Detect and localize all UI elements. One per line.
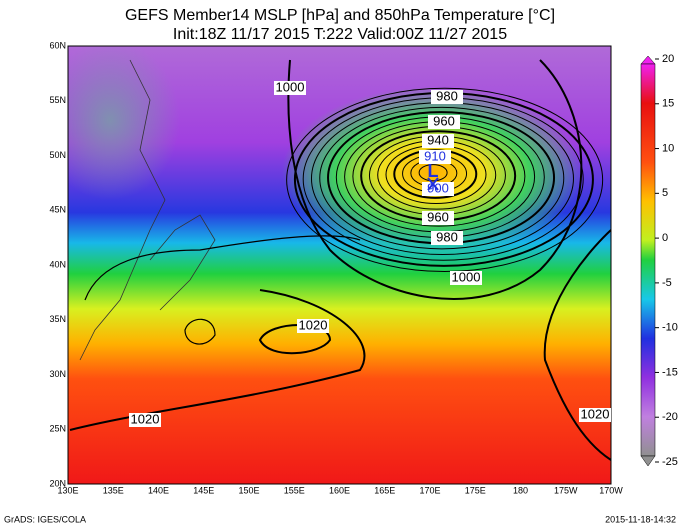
footer-left: GrADS: IGES/COLA (4, 514, 86, 524)
lon-label: 140E (148, 485, 169, 495)
contour-label: 960 (433, 113, 455, 128)
colorbar-label: 0 (662, 232, 668, 244)
colorbar (640, 63, 656, 457)
contour-label-bg (422, 134, 454, 148)
colorbar-label: 5 (662, 187, 668, 199)
contour-label: 980 (436, 229, 458, 244)
lon-label: 145E (193, 485, 214, 495)
footer-right: 2015-11-18-14:32 (605, 514, 676, 524)
lon-label: 155E (284, 485, 305, 495)
isobar (319, 106, 565, 250)
colorbar-label: -10 (662, 322, 678, 334)
contour-label-bg (297, 319, 329, 333)
contour-label-bg (579, 408, 611, 422)
contour-label: 1020 (299, 317, 328, 332)
contour-label: 980 (436, 88, 458, 103)
lat-label: 30N (49, 369, 66, 379)
contour-label-bg (419, 150, 451, 164)
colorbar-top-arrow (640, 55, 656, 65)
lon-label: 175E (465, 485, 486, 495)
contour-label-bg (431, 231, 463, 245)
lon-label: 170W (599, 485, 623, 495)
contour-label-bg (274, 81, 306, 95)
lon-label: 180 (513, 485, 528, 495)
lat-label: 60N (49, 40, 66, 50)
colorbar-label: -5 (662, 277, 672, 289)
subtitle: Init:18Z 11/17 2015 T:222 Valid:00Z 11/2… (173, 26, 507, 43)
colorbar-label: -20 (662, 411, 678, 423)
colorbar-bottom-arrow (640, 455, 656, 467)
low-center-mark (427, 177, 439, 191)
map-field (68, 46, 611, 484)
contour-label: 1000 (276, 79, 305, 94)
lat-label: 25N (49, 424, 66, 434)
contour-label: 1020 (581, 406, 610, 421)
lat-label: 40N (49, 259, 66, 269)
lat-label: 55N (49, 95, 66, 105)
colorbar-label: -25 (662, 456, 678, 468)
lat-label: 50N (49, 150, 66, 160)
lon-label: 175W (554, 485, 578, 495)
lat-label: 20N (49, 478, 66, 488)
contour-label-bg (129, 413, 161, 427)
map-frame (67, 45, 612, 485)
lat-label: 35N (49, 314, 66, 324)
lon-label: 165E (374, 485, 395, 495)
contour-label: 1020 (131, 411, 160, 426)
lat-label: 45N (49, 205, 66, 215)
low-label: L (428, 161, 439, 181)
lon-label: 135E (103, 485, 124, 495)
contour-label: 940 (427, 132, 449, 147)
title: GEFS Member14 MSLP [hPa] and 850hPa Temp… (125, 7, 555, 24)
colorbar-label: -15 (662, 366, 678, 378)
colorbar-label: 10 (662, 142, 674, 154)
lon-label: 160E (329, 485, 350, 495)
contour-label: 960 (427, 209, 449, 224)
contour-label-bg (431, 90, 463, 104)
colorbar-label: 20 (662, 53, 674, 65)
isobar (418, 164, 448, 182)
contour-label: 910 (424, 148, 446, 163)
contour-label-bg (428, 115, 460, 129)
contour-label-bg (422, 211, 454, 225)
lon-label: 170E (419, 485, 440, 495)
isobar (286, 87, 604, 273)
contour-label-bg (450, 271, 482, 285)
colorbar-label: 15 (662, 98, 674, 110)
lon-label: 130E (57, 485, 78, 495)
lon-label: 150E (238, 485, 259, 495)
contour-label: 1000 (452, 269, 481, 284)
